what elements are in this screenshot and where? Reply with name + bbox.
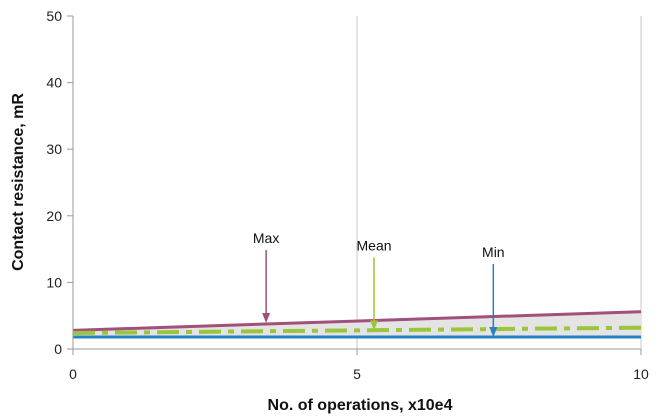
series-line-mean <box>72 325 642 336</box>
series-line-max <box>72 310 642 332</box>
tick-label-layer: 0 10 20 30 40 50 0 5 10 <box>46 8 649 382</box>
y-tick-label-40: 40 <box>46 75 62 91</box>
annotation-label-max: Max <box>253 230 279 246</box>
axis-layer <box>67 15 642 355</box>
annotation-arrowhead-min <box>489 327 498 338</box>
x-tick-label-10: 10 <box>633 366 649 382</box>
x-tick-label-0: 0 <box>69 366 77 382</box>
annotation-arrowhead-max <box>262 313 271 324</box>
x-axis-title: No. of operations, x10e4 <box>268 397 453 414</box>
y-tick-label-30: 30 <box>46 141 62 157</box>
y-tick-label-10: 10 <box>46 274 62 290</box>
annotation-label-min: Min <box>482 244 505 260</box>
y-tick-label-50: 50 <box>46 8 62 24</box>
y-tick-label-0: 0 <box>54 341 62 357</box>
annotation-arrowhead-mean <box>370 320 379 331</box>
y-axis-title: Contact resistance, mR <box>10 93 27 271</box>
series-layer <box>72 310 642 339</box>
annotation-layer: Max Mean Min <box>253 230 505 338</box>
y-tick-label-20: 20 <box>46 208 62 224</box>
annotation-label-mean: Mean <box>357 237 392 253</box>
x-tick-label-5: 5 <box>353 366 361 382</box>
grid-layer <box>356 16 642 349</box>
